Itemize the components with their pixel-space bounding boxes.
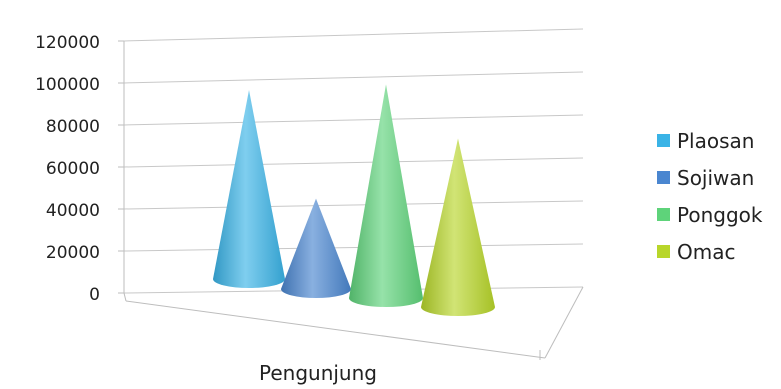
floor-right-edge — [544, 286, 584, 359]
legend-label: Sojiwan — [677, 165, 755, 190]
legend-label: Omac — [677, 239, 736, 264]
legend-item-sojiwan: Sojiwan — [657, 159, 762, 196]
cone-sojiwan — [281, 198, 351, 298]
x-axis-category-label: Pengunjung — [259, 361, 377, 385]
floor-front-edge — [125, 300, 546, 359]
y-tick-label: 80000 — [46, 117, 100, 137]
y-tick-label: 60000 — [46, 159, 100, 179]
legend-label: Plaosan — [677, 128, 755, 153]
y-tick-label: 40000 — [46, 201, 100, 221]
legend-label: Ponggok — [677, 202, 763, 227]
cone-plaosan — [213, 90, 285, 288]
y-tick-label: 20000 — [46, 243, 100, 263]
legend-swatch — [657, 171, 670, 184]
legend-swatch — [657, 134, 670, 147]
y-tick-label: 100000 — [35, 75, 100, 95]
legend-swatch — [657, 245, 670, 258]
gridline — [123, 200, 584, 210]
cone-series — [213, 84, 495, 316]
y-tick-label: 120000 — [35, 33, 100, 53]
y-tick-label: 0 — [89, 285, 100, 305]
legend-item-plaosan: Plaosan — [657, 122, 762, 159]
gridline — [123, 157, 584, 168]
legend-item-ponggok: Ponggok — [657, 196, 762, 233]
gridline — [123, 71, 584, 84]
legend-swatch — [657, 208, 670, 221]
y-tick-labels: 120000 100000 80000 60000 40000 20000 0 — [35, 33, 124, 305]
floor-left-edge — [123, 292, 127, 302]
cone-ponggok — [349, 84, 423, 307]
gridlines — [123, 28, 584, 294]
legend: Plaosan Sojiwan Ponggok Omac — [657, 122, 762, 270]
cone-omac — [421, 138, 495, 316]
gridline — [123, 114, 584, 126]
axes — [123, 41, 584, 360]
gridline — [123, 28, 584, 42]
legend-item-omac: Omac — [657, 233, 762, 270]
gridline — [123, 243, 584, 252]
